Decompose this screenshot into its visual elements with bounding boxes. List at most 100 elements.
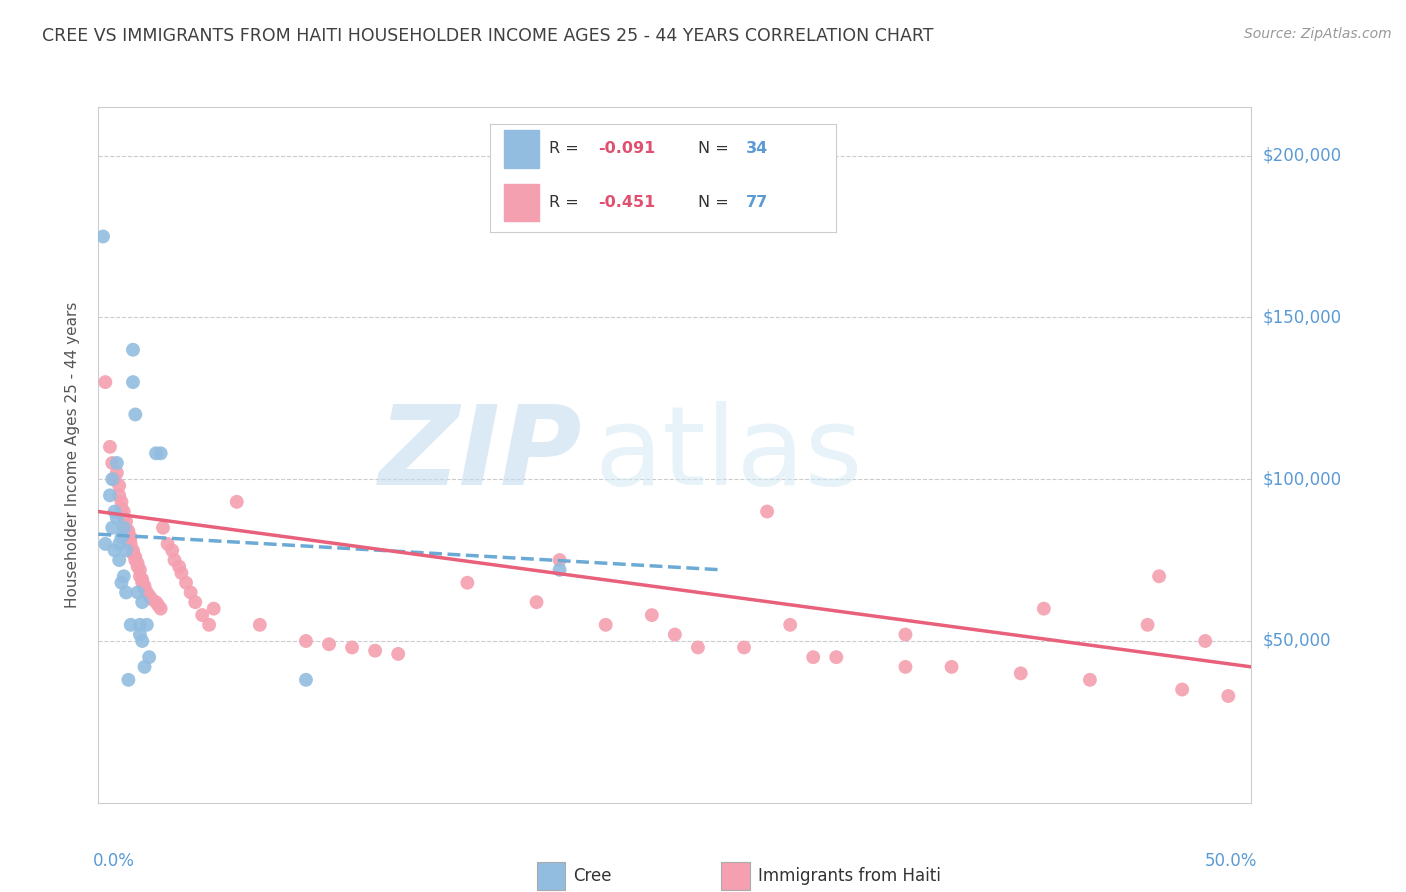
Point <box>122 375 145 389</box>
Point <box>131 634 153 648</box>
Point <box>664 627 686 641</box>
Point <box>115 543 138 558</box>
Point <box>131 595 153 609</box>
Point <box>105 511 128 525</box>
Point <box>108 478 131 492</box>
Point <box>131 573 153 587</box>
Point <box>110 575 132 590</box>
Point <box>149 601 172 615</box>
Point <box>101 521 124 535</box>
Point <box>1136 617 1159 632</box>
Point <box>138 650 160 665</box>
Point <box>110 495 132 509</box>
Point <box>148 599 170 613</box>
Point <box>101 472 124 486</box>
Point <box>733 640 755 655</box>
Point <box>526 595 548 609</box>
Point <box>108 488 131 502</box>
Point <box>149 446 172 460</box>
Point <box>180 585 202 599</box>
FancyBboxPatch shape <box>721 862 749 889</box>
Point <box>295 634 318 648</box>
Point <box>548 563 571 577</box>
Text: 50.0%: 50.0% <box>1205 852 1257 870</box>
Point <box>152 521 174 535</box>
Point <box>122 543 145 558</box>
Point <box>110 531 132 545</box>
Point <box>122 547 145 561</box>
Text: 0.0%: 0.0% <box>93 852 135 870</box>
Point <box>145 446 167 460</box>
Point <box>1010 666 1032 681</box>
Point <box>129 627 152 641</box>
Point <box>115 514 138 528</box>
Point <box>115 585 138 599</box>
Y-axis label: Householder Income Ages 25 - 44 years: Householder Income Ages 25 - 44 years <box>65 301 80 608</box>
Point <box>112 511 135 525</box>
Point <box>249 617 271 632</box>
Point <box>387 647 409 661</box>
Text: $200,000: $200,000 <box>1263 146 1341 165</box>
Point <box>202 601 225 615</box>
Point <box>127 559 149 574</box>
Point <box>548 553 571 567</box>
Point <box>120 537 142 551</box>
Point <box>122 343 145 357</box>
Point <box>167 559 190 574</box>
Point <box>110 501 132 516</box>
Text: Immigrants from Haiti: Immigrants from Haiti <box>758 867 941 885</box>
Text: $100,000: $100,000 <box>1263 470 1341 488</box>
Point <box>184 595 207 609</box>
Point <box>295 673 318 687</box>
Point <box>1032 601 1054 615</box>
Point <box>1194 634 1216 648</box>
Point <box>1218 689 1240 703</box>
Point <box>98 488 121 502</box>
Point <box>825 650 848 665</box>
Point <box>94 375 117 389</box>
Point <box>191 608 214 623</box>
Point <box>225 495 247 509</box>
Point <box>141 591 163 606</box>
Point <box>127 557 149 571</box>
Point <box>156 537 179 551</box>
Point <box>105 456 128 470</box>
Point <box>117 527 139 541</box>
Point <box>124 408 146 422</box>
Point <box>129 617 152 632</box>
Point <box>595 617 617 632</box>
Point <box>115 521 138 535</box>
Point <box>756 504 779 518</box>
Point <box>1171 682 1194 697</box>
FancyBboxPatch shape <box>537 862 565 889</box>
Point <box>894 627 917 641</box>
Text: ZIP: ZIP <box>380 401 582 508</box>
Point <box>170 566 193 580</box>
Point <box>456 575 478 590</box>
Point <box>801 650 824 665</box>
Point <box>318 637 340 651</box>
Text: $50,000: $50,000 <box>1263 632 1331 650</box>
Point <box>163 553 186 567</box>
Point <box>1147 569 1170 583</box>
Point <box>117 673 139 687</box>
Point <box>129 563 152 577</box>
Point <box>120 531 142 545</box>
Point <box>135 585 157 599</box>
Point <box>145 595 167 609</box>
Text: Source: ZipAtlas.com: Source: ZipAtlas.com <box>1244 27 1392 41</box>
Point <box>641 608 664 623</box>
Point <box>160 543 183 558</box>
Point <box>135 617 157 632</box>
Text: atlas: atlas <box>595 401 863 508</box>
Point <box>134 660 156 674</box>
Point <box>101 456 124 470</box>
Point <box>103 504 125 518</box>
Point <box>138 589 160 603</box>
Point <box>941 660 963 674</box>
Point <box>134 579 156 593</box>
Point <box>134 582 156 597</box>
Point <box>174 575 197 590</box>
Point <box>779 617 801 632</box>
Point <box>91 229 114 244</box>
